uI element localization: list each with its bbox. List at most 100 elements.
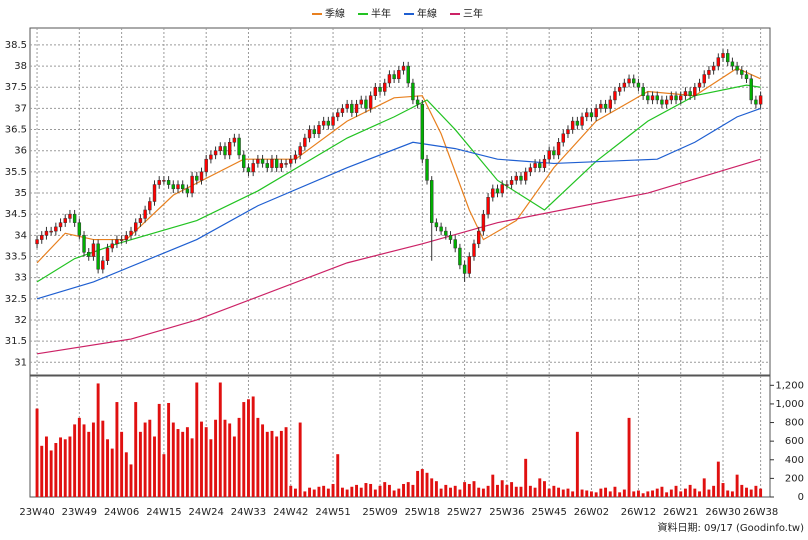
candle-body — [251, 163, 255, 173]
volume-bar — [200, 421, 203, 497]
volume-bar — [557, 487, 561, 497]
volume-bar — [510, 482, 514, 497]
volume-bar — [613, 486, 617, 497]
volume-bar — [524, 458, 528, 497]
candle-body — [317, 125, 321, 135]
y2-tick-label: 400 — [785, 455, 804, 466]
volume-bar — [449, 487, 452, 497]
volume-bar — [303, 491, 307, 497]
volume-bar — [514, 486, 518, 497]
candle-body — [711, 65, 716, 71]
volume-bar — [340, 487, 344, 497]
x-tick-label: 26W30 — [705, 507, 740, 518]
price-panel — [29, 27, 771, 376]
volume-bar — [698, 491, 701, 497]
volume-bar — [148, 419, 152, 497]
candle-body — [533, 163, 537, 168]
candle-body — [495, 188, 500, 194]
volume-bar — [575, 431, 579, 497]
candle-body — [303, 137, 307, 147]
candle-body — [180, 184, 185, 190]
volume-bar — [190, 438, 194, 497]
candle-body — [472, 243, 476, 257]
candle-body — [284, 163, 288, 165]
volume-bar — [566, 488, 570, 497]
x-tick-label: 24W33 — [231, 507, 266, 518]
candle-body — [190, 175, 194, 194]
volume-bar — [712, 485, 716, 497]
volume-bar — [204, 427, 208, 497]
volume-bar — [336, 454, 340, 497]
source-note: 資料日期: 09/17 (Goodinfo.tw) — [657, 521, 804, 534]
volume-bar — [439, 488, 443, 497]
volume-bar — [359, 487, 363, 497]
volume-bar — [740, 484, 744, 497]
candle-body — [368, 95, 373, 109]
candle-body — [58, 222, 63, 228]
candle-body — [570, 120, 575, 130]
candle-body — [246, 167, 251, 173]
volume-bar — [425, 472, 429, 497]
y2-tick-label: 200 — [785, 473, 804, 484]
candle-body — [632, 78, 636, 84]
candle-body — [608, 99, 612, 109]
candle-body — [157, 180, 161, 185]
candle-body — [185, 188, 190, 194]
candle-body — [321, 120, 326, 126]
candle-body — [519, 175, 523, 181]
candle-body — [204, 158, 208, 173]
candle-body — [274, 158, 279, 168]
y-tick-label: 33.5 — [5, 252, 27, 263]
y2-tick-label: 1,200 — [775, 380, 804, 391]
volume-bar — [326, 488, 330, 497]
candle-body — [674, 95, 678, 101]
candle-body — [735, 65, 739, 71]
candle-body — [138, 218, 143, 223]
volume-bar — [496, 484, 499, 497]
candle-body — [664, 99, 669, 105]
volume-bar — [646, 491, 650, 497]
volume-bar — [373, 489, 377, 497]
volume-bar — [171, 422, 175, 497]
candle-body — [406, 65, 410, 84]
candle-body — [542, 158, 547, 168]
y-tick-label: 31.5 — [5, 336, 27, 347]
volume-bar — [754, 485, 758, 497]
candle-body — [655, 95, 659, 101]
y2-tick-label: 600 — [785, 436, 804, 447]
candle-body — [166, 180, 171, 185]
volume-bar — [49, 450, 53, 497]
candle-body — [256, 158, 260, 164]
volume-bar — [543, 481, 546, 497]
volume-bar — [730, 491, 734, 497]
legend-label: 年線 — [417, 7, 437, 20]
candle-body — [397, 70, 401, 80]
candle-body — [350, 103, 354, 113]
x-tick-label: 24W42 — [273, 507, 308, 518]
candle-body — [716, 57, 721, 67]
volume-bar — [87, 431, 91, 497]
candle-body — [486, 197, 490, 215]
candle-body — [509, 180, 514, 185]
volume-bar — [364, 483, 368, 497]
volume-bar — [120, 431, 124, 497]
candle-body — [242, 154, 246, 168]
y-tick-label: 38.5 — [5, 40, 27, 51]
volume-bar — [331, 483, 335, 497]
candle-body — [68, 213, 72, 219]
candle-body — [63, 218, 67, 223]
volume-bar — [322, 485, 326, 497]
volume-bar — [636, 490, 640, 497]
candle-body — [364, 99, 368, 109]
volume-bar — [82, 424, 86, 497]
candle-body — [552, 150, 556, 156]
volume-bar — [406, 482, 410, 497]
volume-bar — [608, 491, 612, 497]
volume-bar — [110, 448, 114, 497]
candle-body — [383, 82, 387, 92]
volume-bar — [232, 436, 236, 497]
x-tick-label: 25W09 — [362, 507, 397, 518]
volume-bar — [157, 403, 161, 497]
candle-body — [265, 163, 269, 168]
candle-body — [354, 103, 359, 113]
